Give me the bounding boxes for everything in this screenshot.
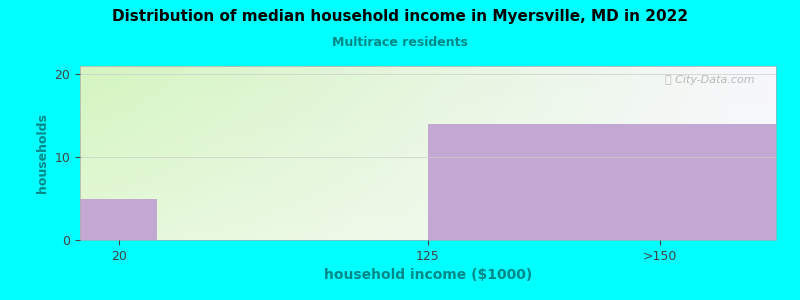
Text: ⓘ City-Data.com: ⓘ City-Data.com bbox=[666, 75, 755, 85]
Y-axis label: households: households bbox=[36, 113, 49, 193]
Text: Multirace residents: Multirace residents bbox=[332, 36, 468, 49]
X-axis label: household income ($1000): household income ($1000) bbox=[324, 268, 532, 282]
Text: Distribution of median household income in Myersville, MD in 2022: Distribution of median household income … bbox=[112, 9, 688, 24]
Bar bbox=[428, 124, 776, 240]
Bar bbox=[80, 199, 157, 240]
